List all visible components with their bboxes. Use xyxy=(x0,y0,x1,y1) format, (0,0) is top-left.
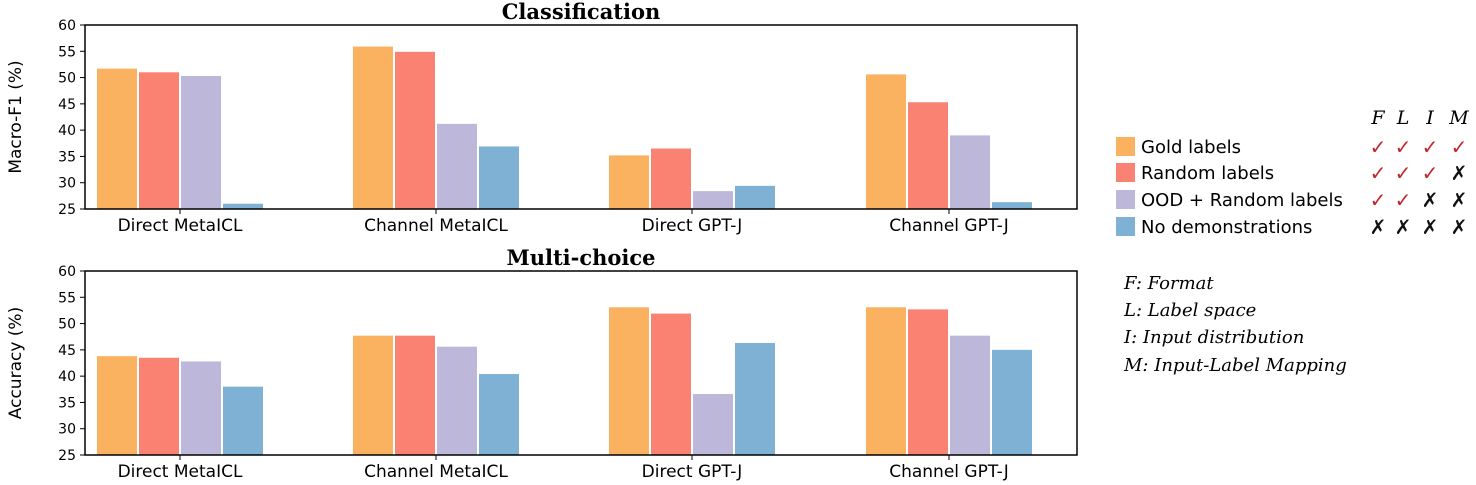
y-tick-label: 40 xyxy=(58,369,76,385)
cross-icon: ✗ xyxy=(1395,215,1412,239)
x-tick-label: Direct GPT-J xyxy=(642,462,743,482)
y-tick-label: 30 xyxy=(58,422,76,438)
bar-random-labels-3 xyxy=(908,309,948,455)
x-tick-label: Direct GPT-J xyxy=(642,216,743,236)
bar-ood-random-labels-3 xyxy=(950,135,990,209)
y-tick-label: 55 xyxy=(58,44,76,60)
y-tick-label: 50 xyxy=(58,71,76,87)
chart-panel-0: Classification 25 30 35 40 45 50 55 60 Macro-F1 (… xyxy=(6,0,1078,236)
legend-label: Gold labels xyxy=(1141,137,1241,158)
y-tick-label: 55 xyxy=(58,290,76,306)
y-axis-label: Accuracy (%) xyxy=(6,307,26,419)
check-icon: ✓ xyxy=(1422,135,1439,159)
legend-column-header: M xyxy=(1448,107,1469,129)
note-line: M: Input-Label Mapping xyxy=(1123,355,1347,376)
legend-swatch xyxy=(1116,163,1135,182)
bar-random-labels-2 xyxy=(651,148,691,209)
bar-ood-random-labels-2 xyxy=(693,191,733,209)
y-tick-label: 45 xyxy=(58,97,76,113)
cross-icon: ✗ xyxy=(1422,215,1439,239)
check-icon: ✓ xyxy=(1395,135,1412,159)
bar-gold-labels-3 xyxy=(866,74,906,209)
x-tick-label: Direct MetaICL xyxy=(118,462,243,482)
check-icon: ✓ xyxy=(1395,188,1412,212)
bar-random-labels-0 xyxy=(139,357,179,455)
note-line: L: Label space xyxy=(1123,300,1256,321)
bar-random-labels-1 xyxy=(395,51,435,209)
cross-icon: ✗ xyxy=(1422,188,1439,212)
bar-random-labels-2 xyxy=(651,313,691,455)
cross-icon: ✗ xyxy=(1370,215,1387,239)
y-tick-label: 35 xyxy=(58,395,76,411)
y-tick-label: 30 xyxy=(58,176,76,192)
legend-swatch xyxy=(1116,137,1135,156)
bar-ood-random-labels-0 xyxy=(181,75,221,209)
bar-random-labels-0 xyxy=(139,72,179,209)
legend-label: No demonstrations xyxy=(1141,217,1312,238)
y-tick-label: 50 xyxy=(58,317,76,333)
bar-no-demonstrations-2 xyxy=(735,343,775,455)
bar-gold-labels-0 xyxy=(97,68,137,210)
bar-random-labels-1 xyxy=(395,335,435,455)
y-tick-label: 25 xyxy=(58,202,76,218)
bar-no-demonstrations-0 xyxy=(223,386,263,455)
check-icon: ✓ xyxy=(1370,161,1387,185)
bar-ood-random-labels-1 xyxy=(437,346,477,455)
bar-gold-labels-1 xyxy=(353,335,393,455)
legend-column-header: L xyxy=(1396,107,1410,129)
bar-no-demonstrations-3 xyxy=(992,202,1032,209)
plot-frame xyxy=(84,270,1078,456)
legend-column-header: I xyxy=(1425,107,1434,129)
legend-swatch xyxy=(1116,190,1135,209)
bar-no-demonstrations-1 xyxy=(479,146,519,209)
bar-gold-labels-2 xyxy=(609,155,649,209)
bar-no-demonstrations-3 xyxy=(992,349,1032,455)
y-tick-label: 45 xyxy=(58,343,76,359)
bar-ood-random-labels-0 xyxy=(181,361,221,455)
check-icon: ✓ xyxy=(1451,135,1468,159)
bar-no-demonstrations-2 xyxy=(735,185,775,209)
x-tick-label: Channel MetaICL xyxy=(364,462,508,482)
check-icon: ✓ xyxy=(1370,135,1387,159)
y-tick-label: 40 xyxy=(58,123,76,139)
x-tick-label: Channel MetaICL xyxy=(364,216,508,236)
bar-ood-random-labels-3 xyxy=(950,335,990,455)
chart-title: Classification xyxy=(502,0,661,24)
bar-ood-random-labels-1 xyxy=(437,123,477,209)
check-icon: ✓ xyxy=(1422,161,1439,185)
legend-label: OOD + Random labels xyxy=(1141,190,1343,211)
x-tick-label: Direct MetaICL xyxy=(118,216,243,236)
note-line: F: Format xyxy=(1123,273,1214,294)
legend-notes: F: Format L: Label space I: Input distribu… xyxy=(1123,273,1347,376)
chart-panel-1: Multi-choice 25 30 35 40 45 50 55 60 Accuracy (%)… xyxy=(6,245,1078,482)
bar-gold-labels-0 xyxy=(97,356,137,455)
bar-no-demonstrations-0 xyxy=(223,203,263,209)
bar-random-labels-3 xyxy=(908,102,948,209)
bar-gold-labels-2 xyxy=(609,307,649,455)
x-tick-label: Channel GPT-J xyxy=(889,462,1009,482)
y-tick-label: 60 xyxy=(58,264,76,280)
bar-ood-random-labels-2 xyxy=(693,394,733,455)
plot-frame xyxy=(84,24,1078,210)
check-icon: ✓ xyxy=(1370,188,1387,212)
x-tick-label: Channel GPT-J xyxy=(889,216,1009,236)
legend-label: Random labels xyxy=(1141,163,1274,184)
chart-title: Multi-choice xyxy=(506,245,655,270)
y-tick-label: 60 xyxy=(58,18,76,34)
check-icon: ✓ xyxy=(1395,161,1412,185)
cross-icon: ✗ xyxy=(1451,188,1468,212)
y-axis-label: Macro-F1 (%) xyxy=(6,60,26,173)
y-tick-label: 25 xyxy=(58,448,76,464)
note-line: I: Input distribution xyxy=(1123,327,1304,348)
cross-icon: ✗ xyxy=(1451,161,1468,185)
legend-column-header: F xyxy=(1370,107,1385,129)
bar-no-demonstrations-1 xyxy=(479,374,519,455)
bar-gold-labels-1 xyxy=(353,46,393,209)
cross-icon: ✗ xyxy=(1451,215,1468,239)
y-tick-label: 35 xyxy=(58,149,76,165)
bar-gold-labels-3 xyxy=(866,307,906,455)
legend-swatch xyxy=(1116,217,1135,236)
